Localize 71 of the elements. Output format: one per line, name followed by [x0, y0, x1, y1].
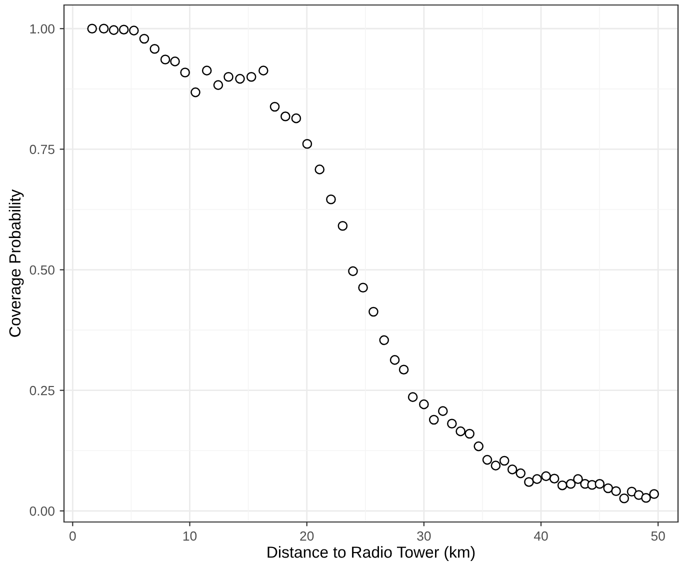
- point: [507, 464, 518, 474]
- point: [557, 480, 568, 490]
- point: [456, 426, 466, 436]
- y-tick-label: 1.00: [30, 24, 54, 34]
- point: [516, 468, 526, 478]
- point: [641, 492, 651, 503]
- point: [398, 364, 409, 375]
- point: [213, 80, 224, 90]
- point: [499, 456, 510, 466]
- point: [573, 474, 583, 484]
- point: [490, 460, 501, 470]
- y-tick-label: 0.25: [30, 386, 54, 396]
- point: [280, 112, 290, 122]
- point: [603, 483, 614, 494]
- point: [649, 489, 660, 499]
- y-tick-label: 0.50: [30, 265, 54, 275]
- point: [619, 493, 630, 504]
- point: [348, 266, 358, 276]
- point: [611, 486, 621, 496]
- y-tick-label: 0.75: [30, 144, 54, 154]
- x-tick-label: 50: [651, 531, 665, 541]
- point: [270, 102, 280, 112]
- x-axis-title: Distance to Radio Tower (km): [268, 546, 475, 561]
- point: [482, 454, 492, 465]
- point: [379, 335, 390, 346]
- point: [626, 486, 637, 497]
- point: [326, 194, 336, 204]
- point: [150, 44, 160, 54]
- point: [532, 474, 542, 484]
- point: [98, 24, 109, 34]
- x-tick-label: 10: [183, 531, 197, 541]
- point: [87, 24, 98, 34]
- point: [160, 54, 170, 64]
- point: [314, 164, 325, 174]
- x-tick-label: 40: [534, 531, 548, 541]
- point: [368, 306, 378, 317]
- point: [447, 418, 457, 429]
- point: [118, 24, 129, 34]
- point: [634, 490, 644, 500]
- point: [566, 478, 576, 489]
- point: [338, 220, 348, 231]
- point: [170, 56, 180, 66]
- x-tick-label: 30: [417, 531, 431, 541]
- point: [224, 72, 234, 82]
- point: [246, 72, 256, 82]
- point: [428, 414, 439, 425]
- point: [139, 34, 150, 44]
- point: [235, 74, 245, 84]
- point: [358, 282, 368, 293]
- point: [438, 406, 448, 416]
- point: [474, 441, 484, 452]
- point: [549, 474, 560, 484]
- x-tick-label: 0: [70, 531, 76, 541]
- point: [419, 399, 429, 410]
- point: [524, 477, 534, 487]
- point: [390, 355, 400, 365]
- x-tick-label: 20: [300, 531, 314, 541]
- point: [190, 87, 200, 98]
- point: [108, 25, 119, 35]
- point: [291, 113, 302, 124]
- point: [128, 26, 139, 36]
- y-tick-label: 0.00: [30, 506, 54, 516]
- point: [202, 66, 212, 76]
- point: [464, 428, 474, 439]
- point: [408, 392, 418, 402]
- y-axis-title: Coverage Probability: [8, 189, 24, 337]
- point: [594, 478, 605, 489]
- point: [302, 138, 312, 149]
- point: [258, 66, 268, 76]
- point: [541, 471, 551, 482]
- point: [180, 68, 190, 78]
